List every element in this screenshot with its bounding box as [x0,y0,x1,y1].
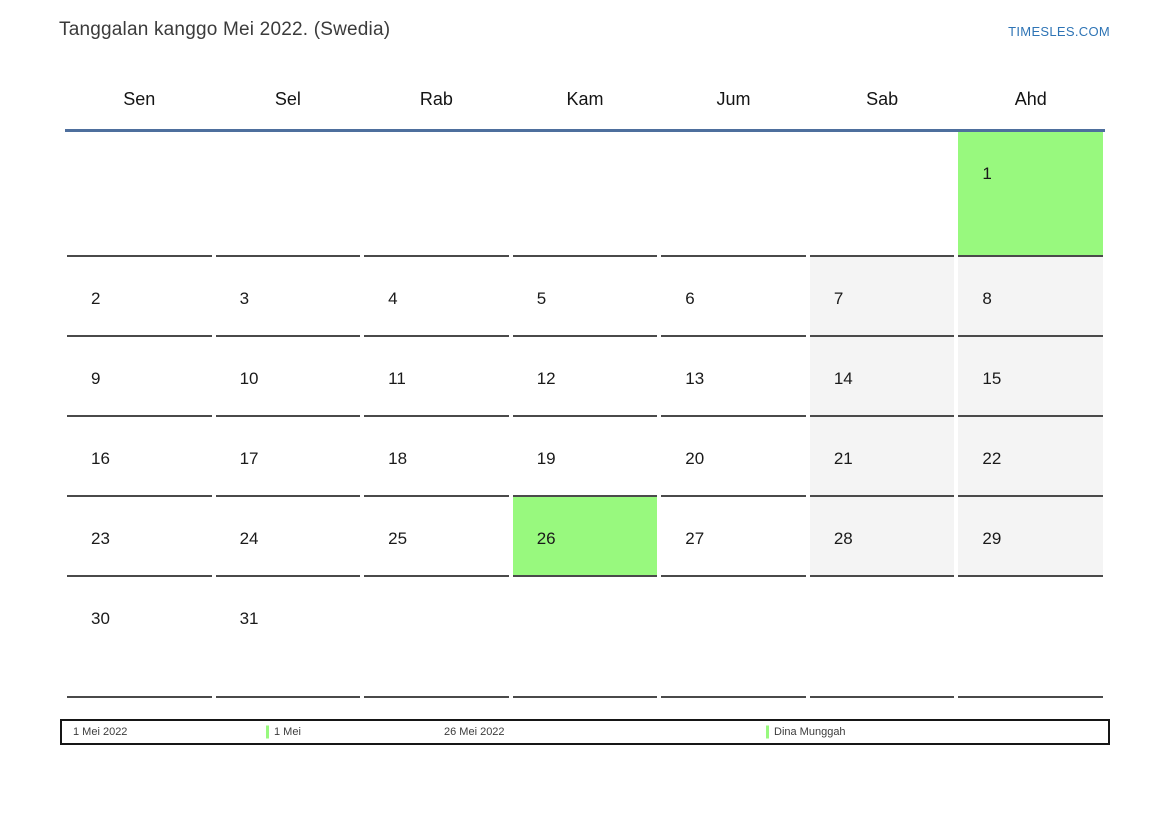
day-cell-5: 5 [512,257,658,337]
day-number: 5 [536,289,547,308]
day-number: 11 [388,369,406,388]
day-number: 15 [982,369,1002,388]
day-cell-17: 17 [215,417,361,497]
day-cell-1: 1 [958,132,1103,257]
day-number: 30 [91,609,110,628]
day-number: 22 [982,449,1002,468]
day-number: 12 [536,369,556,388]
legend-event: 1 Mei [274,726,301,738]
day-number: 19 [536,449,556,468]
day-cell-28: 28 [809,497,955,577]
weekday-header: Sel [274,89,301,109]
day-cell-2: 2 [67,257,212,337]
day-number: 9 [91,369,101,388]
day-cell-13: 13 [661,337,806,417]
day-cell-18: 18 [364,417,509,497]
day-number: 31 [239,609,259,628]
day-cell-empty [512,132,658,257]
day-cell-31: 31 [215,577,361,698]
page-title: Tanggalan kanggo Mei 2022. (Swedia) [59,19,391,40]
holiday-marker-icon [266,725,269,739]
legend-event: Dina Munggah [774,726,846,738]
day-cell-16: 16 [67,417,212,497]
day-cell-22: 22 [958,417,1103,497]
day-cell-8: 8 [958,257,1103,337]
weekday-header-row: Sen Sel Rab Kam Jum Sab Ahd [65,88,1105,110]
day-cell-empty [809,132,955,257]
day-cell-24: 24 [215,497,361,577]
day-number: 13 [685,369,705,388]
day-number: 4 [388,289,398,308]
day-number: 17 [239,449,259,468]
day-cell-3: 3 [215,257,361,337]
day-number: 7 [833,289,844,308]
day-cell-21: 21 [809,417,955,497]
day-cell-7: 7 [809,257,955,337]
calendar-grid: 1 2 3 4 5 6 7 8 9 10 11 12 13 14 15 16 17 18 19 20 21 22 23 24 2… [65,132,1105,698]
day-cell-14: 14 [809,337,955,417]
weekday-header: Ahd [1014,89,1047,109]
day-cell-27: 27 [661,497,806,577]
day-number: 26 [536,529,556,548]
day-cell-6: 6 [661,257,806,337]
header-divider [65,129,1105,132]
legend-box: 1 Mei 2022 1 Mei 26 Mei 2022 Dina Mungga… [60,719,1110,745]
day-cell-empty [661,577,806,698]
day-cell-29: 29 [958,497,1103,577]
site-link[interactable]: TIMESLES.COM [1008,24,1110,39]
day-cell-empty [67,132,212,257]
weekday-header: Rab [419,89,453,109]
day-number: 10 [239,369,259,388]
holiday-marker-icon [766,725,769,739]
day-number: 29 [982,529,1002,548]
day-number: 28 [833,529,853,548]
day-cell-12: 12 [512,337,658,417]
weekday-header: Sen [123,89,156,109]
day-cell-empty [958,577,1103,698]
weekday-header: Kam [566,89,604,109]
legend-date: 26 Mei 2022 [444,726,505,738]
day-cell-empty [364,132,509,257]
day-number: 23 [91,529,110,548]
day-cell-empty [661,132,806,257]
day-cell-20: 20 [661,417,806,497]
day-number: 18 [388,449,408,468]
day-number: 2 [91,289,101,308]
legend-date: 1 Mei 2022 [73,726,128,738]
day-number: 3 [239,289,250,308]
day-number: 25 [388,529,408,548]
day-cell-empty [364,577,509,698]
day-cell-empty [512,577,658,698]
day-cell-empty [215,132,361,257]
day-cell-19: 19 [512,417,658,497]
day-cell-23: 23 [67,497,212,577]
day-number: 14 [833,369,853,388]
day-number: 21 [833,449,853,468]
day-cell-empty [809,577,955,698]
weekday-header: Sab [866,89,899,109]
day-cell-10: 10 [215,337,361,417]
day-cell-11: 11 [364,337,509,417]
day-number: 1 [982,164,992,183]
day-number: 24 [239,529,259,548]
day-cell-4: 4 [364,257,509,337]
weekday-header: Jum [716,89,751,109]
day-number: 16 [91,449,110,468]
day-number: 27 [685,529,705,548]
day-number: 20 [685,449,705,468]
day-cell-30: 30 [67,577,212,698]
day-cell-26: 26 [512,497,658,577]
day-number: 8 [982,289,992,308]
day-number: 6 [685,289,695,308]
day-cell-9: 9 [67,337,212,417]
day-cell-15: 15 [958,337,1103,417]
day-cell-25: 25 [364,497,509,577]
calendar: Sen Sel Rab Kam Jum Sab Ahd 1 2 3 4 5 6 7 8 9 10 11 12 13 1… [65,88,1105,698]
